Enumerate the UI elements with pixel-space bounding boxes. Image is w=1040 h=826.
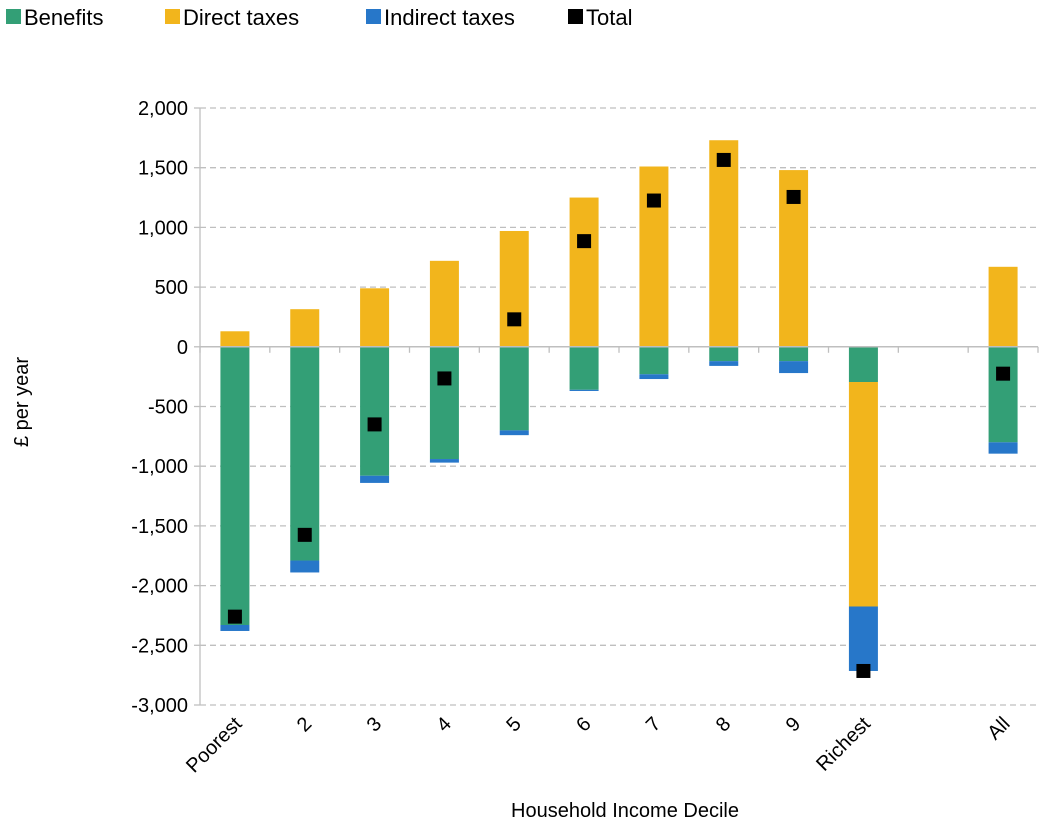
x-tick-label: 8 (712, 713, 735, 736)
bar-indirect-taxes (360, 475, 390, 483)
bars (220, 140, 1018, 671)
total-marker (716, 152, 731, 167)
y-axis-title: £ per year (11, 357, 33, 447)
bar-benefits (988, 346, 1018, 443)
bar-indirect-taxes (709, 361, 739, 366)
total-marker (367, 417, 382, 432)
y-tick-label: -2,000 (131, 576, 188, 598)
bar-direct-taxes (290, 309, 320, 347)
bar-benefits (290, 346, 320, 561)
bar-direct-taxes (988, 266, 1018, 347)
x-tick-label: 5 (502, 713, 525, 736)
axes (199, 108, 1039, 705)
y-tick-label: -2,500 (131, 635, 188, 657)
legend-label-direct-taxes: Direct taxes (183, 5, 299, 30)
x-tick-labels: Poorest 2 3 4 5 6 7 8 9 Richest All (182, 713, 1014, 778)
total-marker (646, 193, 661, 208)
total-marker (996, 366, 1011, 381)
bar-benefits (709, 346, 739, 362)
x-tick-label: All (983, 713, 1014, 744)
x-tick-label: 9 (782, 713, 805, 736)
bar-benefits (639, 346, 669, 375)
x-tick-label: 7 (642, 713, 665, 736)
bar-indirect-taxes (220, 625, 250, 631)
total-marker (856, 663, 871, 678)
y-tick-label: -1,000 (131, 456, 188, 478)
bar-indirect-taxes (290, 560, 320, 573)
bar-benefits (848, 346, 878, 383)
legend-swatch-direct-taxes (165, 9, 180, 24)
y-tick-label: 500 (155, 277, 188, 299)
x-tick-label: Poorest (182, 713, 247, 778)
bar-benefits (360, 346, 390, 476)
legend-label-indirect-taxes: Indirect taxes (384, 5, 515, 30)
y-tick-label: -1,500 (131, 516, 188, 538)
y-tick-label: 1,500 (138, 158, 188, 180)
legend: Benefits Direct taxes Indirect taxes Total (6, 5, 632, 30)
x-tick-label: 2 (293, 713, 316, 736)
legend-swatch-total (568, 9, 583, 24)
x-axis-title: Household Income Decile (511, 800, 739, 822)
bar-benefits (220, 346, 250, 626)
bar-indirect-taxes (429, 459, 459, 463)
bar-indirect-taxes (988, 442, 1018, 454)
bar-direct-taxes (499, 230, 529, 347)
bar-indirect-taxes (569, 389, 599, 391)
total-markers (227, 152, 1011, 678)
bar-benefits (569, 346, 599, 390)
gridlines (194, 107, 1038, 706)
bar-direct-taxes (429, 260, 459, 347)
x-tick-label: 6 (572, 713, 595, 736)
bar-indirect-taxes (639, 374, 669, 380)
y-tick-labels: 2,000 1,500 1,000 500 0 -500 -1,000 -1,500 -2,00… (131, 98, 188, 717)
bar-benefits (429, 346, 459, 460)
y-tick-label: 2,000 (138, 98, 188, 120)
total-marker (437, 371, 452, 386)
legend-swatch-benefits (6, 9, 21, 24)
bar-direct-taxes (569, 197, 599, 347)
bar-indirect-taxes (779, 361, 809, 374)
y-tick-label: 1,000 (138, 217, 188, 239)
bar-indirect-taxes (848, 606, 878, 671)
bar-direct-taxes (848, 382, 878, 607)
bar-benefits (779, 346, 809, 362)
total-marker (227, 609, 242, 624)
x-tick-label: 4 (433, 713, 456, 736)
total-marker (297, 527, 312, 542)
legend-label-benefits: Benefits (24, 5, 104, 30)
x-tick-label: Richest (812, 713, 875, 776)
y-tick-label: -500 (148, 397, 188, 419)
bar-direct-taxes (709, 140, 739, 347)
bar-direct-taxes (220, 331, 250, 347)
legend-swatch-indirect-taxes (366, 9, 381, 24)
total-marker (786, 189, 801, 204)
y-tick-label: 0 (177, 337, 188, 359)
legend-label-total: Total (586, 5, 632, 30)
total-marker (577, 234, 592, 249)
x-tick-label: 3 (363, 713, 386, 736)
total-marker (507, 312, 522, 327)
bar-benefits (499, 346, 529, 431)
bar-direct-taxes (360, 288, 390, 347)
bar-indirect-taxes (499, 430, 529, 436)
y-tick-label: -3,000 (131, 695, 188, 717)
